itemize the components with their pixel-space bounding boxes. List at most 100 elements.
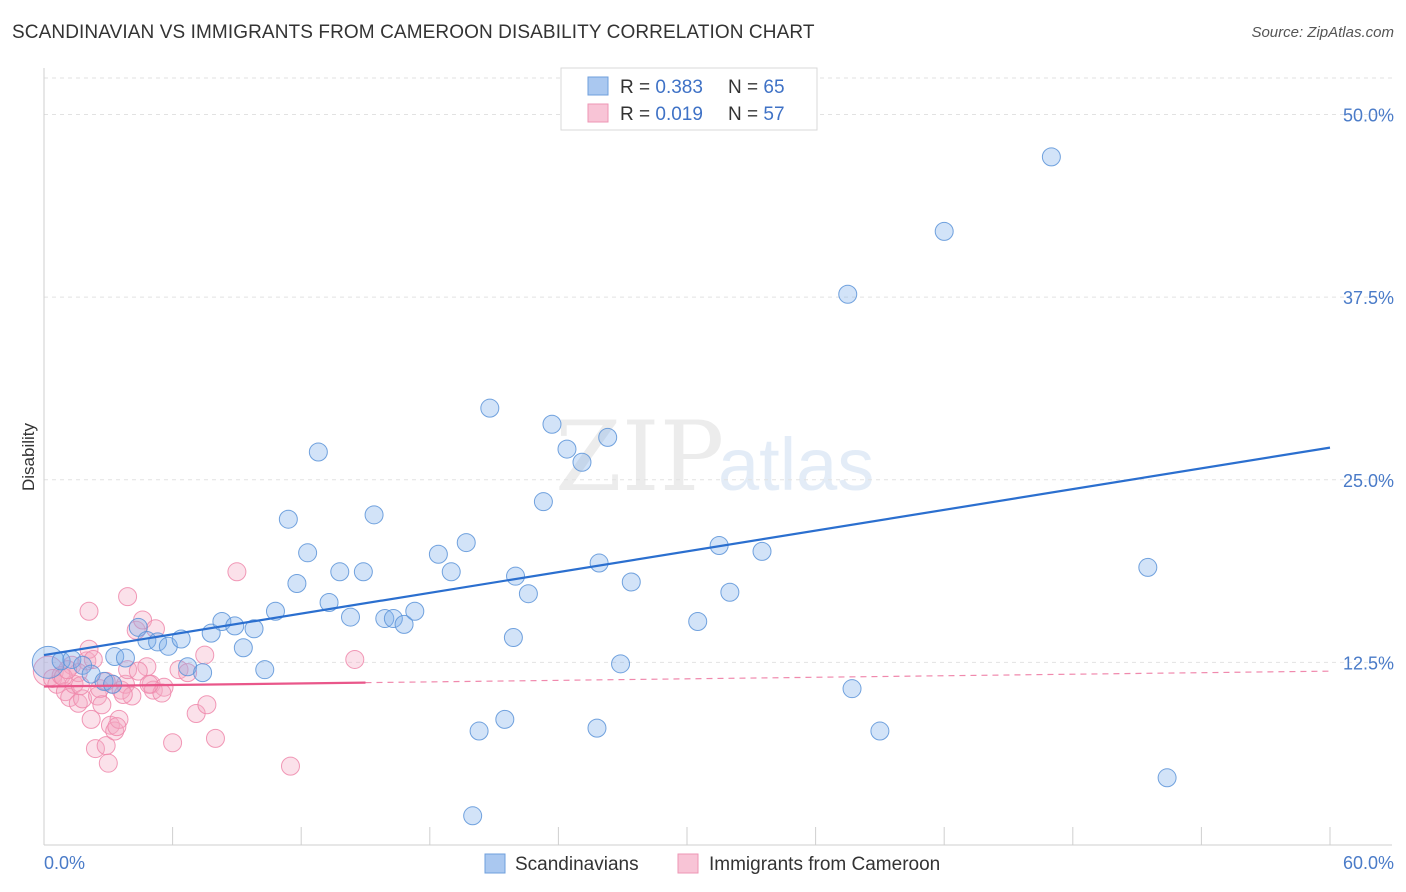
y-tick-label-0: 12.5%: [1343, 653, 1394, 673]
point-scandinavians-29: [340, 607, 360, 627]
watermark: ZIP atlas: [555, 401, 874, 513]
point-scandinavians-45: [533, 492, 553, 512]
point-cameroon-42: [345, 649, 365, 669]
point-scandinavians-40: [480, 398, 500, 418]
point-scandinavians-0: [31, 645, 65, 679]
point-scandinavians-53: [621, 572, 641, 592]
point-scandinavians-37: [441, 562, 461, 582]
trend-line-cameroon: [43, 681, 366, 688]
point-scandinavians-36: [428, 544, 448, 564]
point-scandinavians-23: [278, 509, 298, 529]
point-scandinavians-48: [572, 452, 592, 472]
point-cameroon-40: [227, 562, 247, 582]
bottom-legend-swatch-cameroon: [677, 853, 699, 874]
grid: [44, 77, 1392, 663]
legend-n-value: 57: [763, 104, 784, 125]
point-scandinavians-41: [495, 709, 515, 729]
legend-swatch-scandinavians: [587, 76, 609, 96]
chart-title: SCANDINAVIAN VS IMMIGRANTS FROM CAMEROON…: [12, 22, 815, 43]
point-scandinavians-61: [934, 221, 954, 241]
y-tick-labels: 12.5% 25.0% 37.5% 50.0%: [1343, 106, 1394, 674]
watermark-zip: ZIP: [555, 401, 724, 513]
legend-row-cameroon: R = 0.019 N = 57: [620, 104, 785, 125]
point-cameroon-52: [195, 645, 215, 665]
legend-n-value: 65: [763, 77, 784, 98]
point-scandinavians-31: [364, 505, 384, 525]
point-scandinavians-49: [587, 718, 607, 738]
point-cameroon-50: [128, 661, 148, 681]
point-scandinavians-25: [298, 543, 318, 563]
point-scandinavians-21: [255, 660, 275, 680]
point-scandinavians-28: [330, 562, 350, 582]
point-cameroon-54: [83, 649, 103, 669]
point-scandinavians-33: [383, 609, 403, 629]
point-cameroon-34: [163, 733, 183, 753]
bottom-legend-swatch-scandinavians: [484, 853, 506, 874]
point-cameroon-43: [118, 587, 138, 607]
point-scandinavians-34: [394, 614, 414, 634]
watermark-atlas: atlas: [718, 423, 874, 506]
point-cameroon-18: [98, 753, 118, 773]
point-scandinavians-19: [233, 638, 253, 658]
point-cameroon-38: [197, 695, 217, 715]
point-scandinavians-9: [128, 617, 148, 637]
trend-line-dashed-cameroon: [365, 670, 1331, 684]
top-legend: R = 0.383 N = 65 R = 0.019 N = 57: [560, 67, 818, 131]
point-scandinavians-42: [503, 628, 523, 648]
point-scandinavians-44: [518, 584, 538, 604]
legend-r-label: R =: [620, 77, 655, 98]
point-cameroon-36: [178, 663, 198, 683]
point-cameroon-16: [92, 695, 112, 715]
point-scandinavians-15: [193, 663, 213, 683]
point-scandinavians-52: [611, 654, 631, 674]
point-cameroon-49: [107, 717, 127, 737]
source-label: Source: ZipAtlas.com: [1251, 24, 1394, 41]
point-scandinavians-22: [265, 601, 285, 621]
series-cameroon-points: [32, 562, 365, 776]
point-scandinavians-58: [838, 284, 858, 304]
point-scandinavians-46: [542, 414, 562, 434]
point-scandinavians-63: [1138, 557, 1158, 577]
x-tick-labels: 0.0% 60.0%: [44, 853, 1394, 873]
point-scandinavians-64: [1157, 768, 1177, 788]
trend-line-scandinavians: [43, 446, 1331, 657]
point-scandinavians-26: [308, 442, 328, 462]
point-scandinavians-51: [598, 427, 618, 447]
legend-r-value: 0.383: [655, 77, 703, 98]
point-scandinavians-20: [244, 619, 264, 639]
bottom-legend-label-scandinavians: Scandinavians: [515, 854, 639, 875]
point-cameroon-12: [81, 709, 101, 729]
point-scandinavians-35: [405, 601, 425, 621]
legend-n-label: N =: [728, 104, 763, 125]
point-scandinavians-38: [456, 533, 476, 553]
trend-lines: [43, 446, 1331, 688]
point-scandinavians-39: [469, 721, 489, 741]
point-cameroon-13: [85, 739, 105, 759]
point-scandinavians-6: [103, 674, 123, 694]
point-scandinavians-43: [506, 566, 526, 586]
point-scandinavians-59: [842, 679, 862, 699]
legend-r-value: 0.019: [655, 104, 703, 125]
point-cameroon-44: [79, 601, 99, 621]
bottom-legend-label-cameroon: Immigrants from Cameroon: [709, 854, 940, 875]
legend-r-label: R =: [620, 104, 655, 125]
point-scandinavians-54: [688, 611, 708, 631]
point-cameroon-41: [280, 756, 300, 776]
point-scandinavians-57: [752, 541, 772, 561]
point-scandinavians-8: [115, 648, 135, 668]
y-axis-label: Disability: [19, 422, 38, 491]
point-scandinavians-14: [178, 657, 198, 677]
legend-row-scandinavians: R = 0.383 N = 65: [620, 77, 785, 98]
bottom-legend: Scandinavians Immigrants from Cameroon: [484, 853, 940, 875]
point-scandinavians-60: [870, 721, 890, 741]
point-scandinavians-62: [1041, 147, 1061, 167]
y-tick-label-3: 50.0%: [1343, 106, 1394, 126]
y-tick-label-2: 37.5%: [1343, 288, 1394, 308]
point-scandinavians-47: [557, 439, 577, 459]
point-scandinavians-65: [463, 806, 483, 826]
point-scandinavians-24: [287, 573, 307, 593]
legend-n-label: N =: [728, 77, 763, 98]
point-scandinavians-50: [589, 553, 609, 573]
point-cameroon-39: [205, 728, 225, 748]
